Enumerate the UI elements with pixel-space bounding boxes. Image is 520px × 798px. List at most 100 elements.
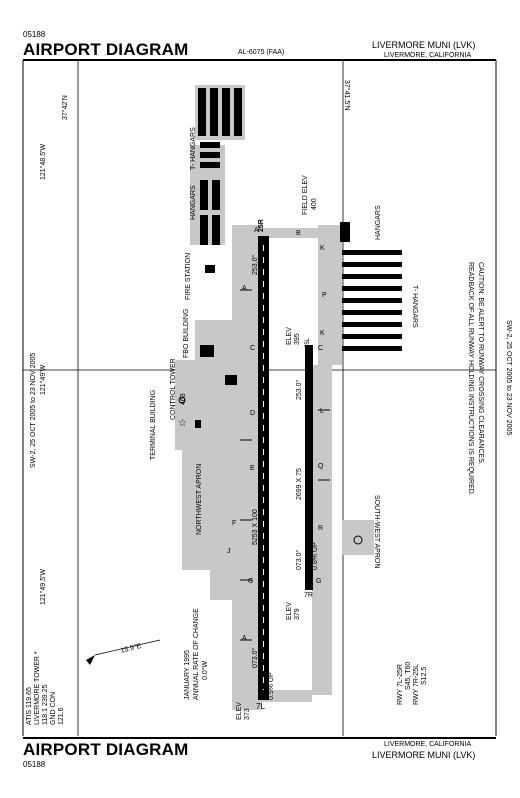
chart-code-top: 05188 (23, 30, 46, 39)
taxiway-q: Q (318, 463, 324, 470)
rwy-7l-elev-label: ELEV (236, 702, 243, 720)
taxiway-b-connector (255, 228, 325, 238)
rwy-7l-25r-dimensions: 5253 X 100 (252, 509, 259, 545)
ground-control-label: GND CON (50, 691, 57, 725)
airport-name-bottom: LIVERMORE MUNI (LVK) (372, 750, 476, 760)
parallel-taxiway-west (232, 225, 262, 710)
rwy-7l-25r-heading-lower: 073.0° (252, 647, 259, 668)
field-elev-value: 400 (311, 198, 318, 210)
rwy-25l-end: 25L (305, 337, 311, 348)
mag-var-date: JANUARY 1995 (184, 650, 191, 700)
lat-top-right: 37°41.5'N (343, 80, 350, 111)
lon-lower: 121°49.5'W (40, 568, 47, 605)
lon-middle: 121°49'W (40, 364, 47, 395)
parallel-taxiway-east (318, 225, 342, 365)
runway-7l-25r (258, 236, 269, 700)
northwest-apron (182, 450, 232, 570)
hangars-west-label: HANGARS (190, 185, 197, 220)
taxiway-k-south: K (320, 330, 325, 337)
taxiway-east-south (312, 365, 332, 695)
rwy-info-3: RWY 7R-25L (413, 664, 420, 705)
header-rule (23, 59, 496, 61)
runway-7r-25l (305, 345, 313, 590)
rwy-7r-25l-heading-upper: 253.0° (296, 379, 303, 400)
hold-short-markers (240, 289, 330, 641)
t-hangars-north-label: T- HANGARS (190, 127, 197, 170)
taxiway-r: R (318, 525, 324, 532)
northwest-apron-label: NORTHWEST APRON (196, 463, 203, 535)
taxiway-l: L (320, 408, 324, 415)
fire-station-label: FIRE STATION (185, 252, 192, 300)
rwy-25r-end: 25R (258, 219, 265, 232)
ground-control-frequency: 121.6 (58, 707, 65, 725)
taxiway-b: B (296, 230, 301, 237)
rwy-7r-25l-dimensions: 2699 X 75 (296, 468, 303, 500)
chart-title-top: AIRPORT DIAGRAM (23, 40, 189, 59)
caution-line-2: READBACK OF ALL RUNWAY HOLDING INSTRUCTI… (467, 262, 474, 496)
rwy-7l-25r-heading-upper: 253.0° (252, 254, 259, 275)
rwy-info-1: RWY 7L-25R (397, 664, 404, 705)
control-tower-label: CONTROL TOWER (170, 358, 177, 420)
south-connector (232, 690, 312, 702)
rwy-info-2: S45, T60 (405, 661, 412, 690)
location-bottom: LIVERMORE, CALIFORNIA (384, 741, 472, 748)
t-hangars-east-label: T- HANGARS (411, 285, 418, 328)
rwy-7r-elev-label: ELEV (286, 602, 293, 620)
apron-south (210, 570, 260, 600)
location-top: LIVERMORE, CALIFORNIA (384, 52, 472, 59)
rwy-25l-elev-label: ELEV (286, 327, 293, 345)
effective-date-left: SW-2, 25 OCT 2005 to 23 NOV 2005 (30, 352, 37, 468)
effective-date-right: SW-2, 25 OCT 2005 to 23 NOV 2005 (505, 320, 512, 436)
field-elev-label: FIELD ELEV (302, 175, 309, 215)
beacon-icon (353, 535, 363, 545)
rwy-info-4: S12.5 (421, 666, 428, 685)
north-arrow-icon (86, 655, 95, 665)
mag-var-rate: 0.0°W (202, 660, 209, 680)
airport-name-top: LIVERMORE MUNI (LVK) (372, 40, 476, 50)
rwy-7l-elev-value: 373 (244, 708, 251, 720)
pavement-areas (175, 85, 374, 710)
rwy-7r-25l-heading-lower: 073.0° (296, 549, 303, 570)
tower-frequency: 118.1 239.25 (42, 684, 49, 725)
caution-line-1: CAUTION: BE ALERT TO RUNWAY CROSSING CLE… (477, 262, 484, 465)
rwy-7r-elev-value: 379 (294, 608, 301, 620)
magnetic-variation-arrow (94, 639, 161, 656)
taxiway-p: P (322, 292, 327, 299)
terminal-star-icon: ☆ (178, 418, 187, 429)
taxiway-k-north: K (320, 245, 325, 252)
hangars-east-label: HANGARS (375, 205, 382, 240)
control-tower-icon (178, 396, 186, 404)
rwy-7l-25r-slope: 0.5% UP (268, 672, 275, 700)
chart-code-bottom: 05188 (23, 760, 46, 769)
footer-rule (23, 737, 496, 739)
terminal-apron (175, 360, 260, 450)
taxiway-a-north: A (254, 227, 259, 234)
mag-var-label: ANNUAL RATE OF CHANGE (193, 608, 200, 700)
terminal-building-label: TERMINAL BUILDING (150, 389, 157, 460)
rwy-25l-elev-value: 395 (294, 333, 301, 345)
al-number: AL-6075 (FAA) (238, 49, 285, 56)
taxiway-c-west: C (250, 345, 256, 352)
fbo-building-label: FBO BUILDING (183, 308, 190, 358)
southwest-apron-label: SOUTH-WEST APRON (373, 495, 380, 569)
t-hangars-north-blocks (198, 88, 242, 168)
rwy-7l-end: 7L (256, 702, 265, 711)
hangars-west-blocks (200, 180, 220, 245)
taxiway-a-south: A (242, 635, 247, 642)
rwy-7r-end: 7R (304, 592, 313, 599)
taxiway-g-west: G (248, 578, 254, 585)
taxiway-c-east: C (318, 345, 324, 352)
lat-top-left: 37°42'N (62, 95, 69, 120)
hangars-east-blocks (340, 222, 402, 351)
taxiway-d: D (250, 410, 256, 417)
taxiway-j: J (227, 548, 231, 555)
taxiway-f: F (232, 520, 237, 527)
control-tower-elev: 463 (180, 393, 187, 405)
rwy-7r-25l-slope: 0.8% UP (312, 542, 319, 570)
southwest-apron (342, 520, 374, 555)
atis-frequency: ATIS 119.65 (26, 687, 33, 725)
tower-label: LIVERMORE TOWER * (34, 651, 41, 725)
lon-upper: 121°48.5'W (40, 143, 47, 180)
chart-title-bottom: AIRPORT DIAGRAM (23, 740, 189, 759)
